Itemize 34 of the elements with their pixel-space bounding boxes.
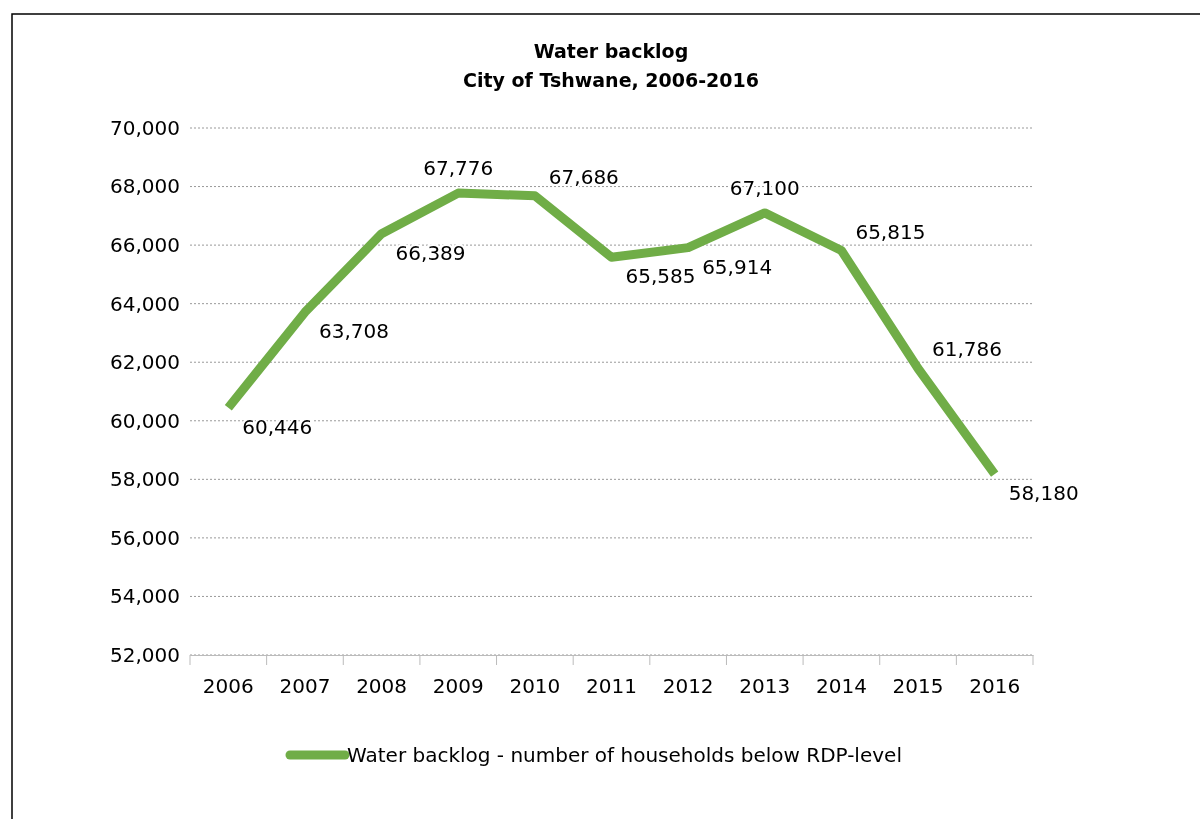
chart-title: Water backlog City of Tshwane, 2006-2016 — [462, 40, 760, 91]
y-tick-label: 60,000 — [110, 408, 180, 433]
y-tick-label: 56,000 — [110, 525, 180, 550]
data-label: 67,776 — [423, 156, 494, 181]
y-tick-label: 64,000 — [110, 291, 180, 316]
x-tick-label: 2007 — [279, 674, 331, 699]
x-tick-label: 2014 — [815, 674, 867, 699]
x-tick-label: 2011 — [586, 674, 637, 699]
y-tick-label: 52,000 — [110, 642, 180, 667]
x-tick-label: 2009 — [432, 674, 484, 699]
data-label: 65,914 — [702, 254, 773, 279]
x-tick-label: 2012 — [662, 674, 714, 699]
data-label: 66,389 — [395, 240, 466, 265]
data-label: 63,708 — [318, 319, 389, 344]
y-tick-label: 58,000 — [110, 467, 180, 492]
data-label: 67,100 — [729, 175, 800, 200]
x-tick-label: 2010 — [509, 674, 561, 699]
x-tick-label: 2015 — [892, 674, 944, 699]
legend-label: Water backlog - number of households below RDP-level — [347, 743, 902, 767]
y-tick-label: 66,000 — [110, 233, 180, 258]
x-tick-label: 2016 — [969, 674, 1021, 699]
x-tick-label: 2006 — [202, 674, 254, 699]
y-tick-label: 62,000 — [110, 350, 180, 375]
data-label: 67,686 — [548, 164, 619, 189]
y-tick-label: 54,000 — [110, 584, 180, 609]
data-label: 65,815 — [855, 219, 926, 244]
data-label: 65,585 — [625, 264, 696, 289]
x-tick-label: 2013 — [739, 674, 791, 699]
x-tick-label: 2008 — [356, 674, 408, 699]
data-label: 60,446 — [242, 414, 313, 439]
y-tick-label: 68,000 — [110, 174, 180, 199]
data-label: 58,180 — [1008, 481, 1079, 506]
y-tick-label: 70,000 — [110, 115, 180, 140]
data-label: 61,786 — [932, 337, 1003, 362]
